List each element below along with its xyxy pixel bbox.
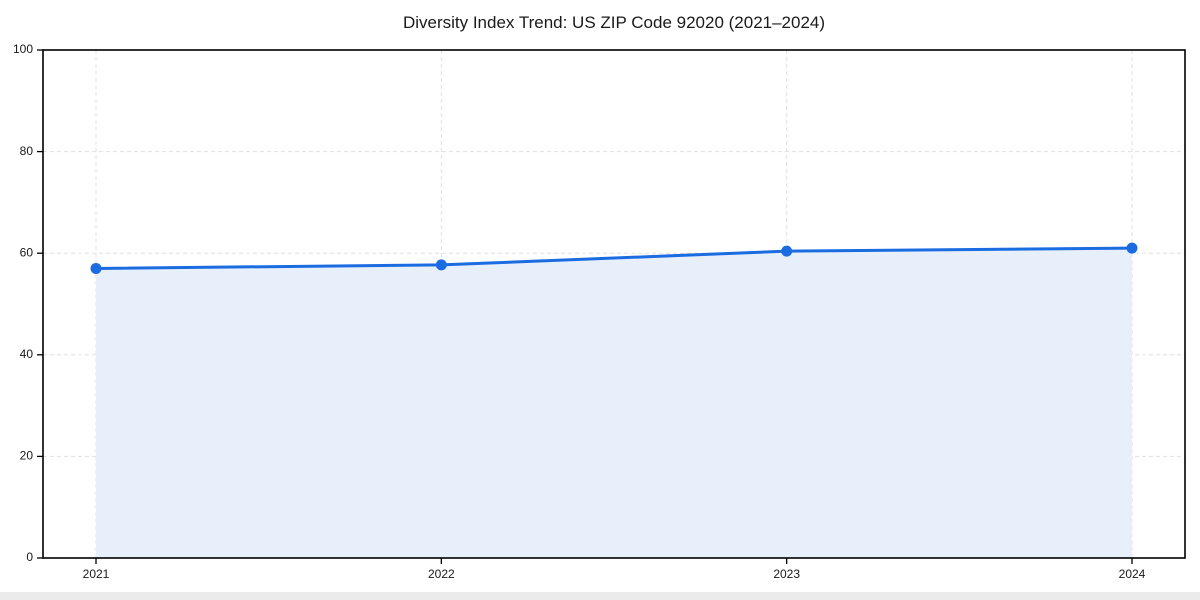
x-tick-label: 2022	[428, 567, 455, 581]
data-point-marker-2023	[781, 245, 793, 257]
y-tick-label: 80	[20, 144, 34, 158]
x-tick-label: 2023	[773, 567, 800, 581]
area-fill	[96, 248, 1132, 558]
data-point-marker-2021	[90, 262, 102, 274]
y-tick-label: 60	[20, 245, 34, 259]
trend-line	[94, 246, 1134, 270]
data-point-marker-2024	[1126, 242, 1138, 254]
chart-title: Diversity Index Trend: US ZIP Code 92020…	[402, 13, 826, 32]
x-tick-label: 2021	[83, 567, 110, 581]
data-point-marker-2022	[435, 259, 447, 271]
y-tick-label: 20	[20, 449, 34, 463]
y-tick-label: 40	[20, 347, 34, 361]
plot-frame	[42, 49, 1186, 559]
x-tick-label: 2024	[1119, 567, 1146, 581]
y-tick-label: 100	[13, 42, 33, 56]
bottom-strip	[0, 592, 1200, 600]
y-tick-label: 0	[26, 550, 33, 564]
